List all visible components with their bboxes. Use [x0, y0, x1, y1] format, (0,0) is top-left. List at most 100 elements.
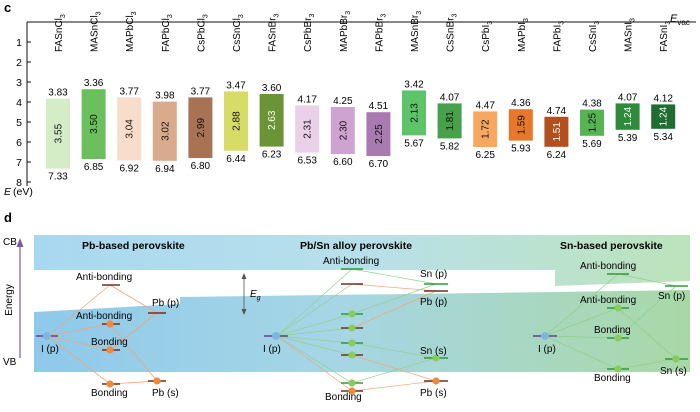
energy-arrow-head — [16, 238, 24, 247]
band-bar — [508, 109, 533, 141]
eg-arrow-down — [241, 309, 247, 315]
pb-electron-dot — [106, 380, 114, 388]
sn-s-label: Sn (s) — [660, 366, 687, 377]
alloy-electron-dot — [348, 310, 356, 318]
material-label: MASnBr3 — [410, 11, 423, 52]
alloy-pb-p-label: Pb (p) — [420, 297, 447, 308]
alloy-section-title: Pb/Sn alloy perovskite — [300, 240, 412, 252]
vbm-value-label: 6.44 — [226, 154, 246, 165]
y-tick-label: 2 — [16, 57, 22, 69]
y-tick-label: 4 — [16, 97, 22, 109]
material-label: CsPbI3 — [481, 21, 494, 52]
pb-bonding-label-2: Bonding — [91, 388, 128, 399]
material-label: CsSnI3 — [588, 21, 601, 52]
band-gap-label: 2.88 — [232, 111, 243, 131]
sn-i-p-label: I (p) — [538, 344, 556, 355]
band-bar — [295, 105, 320, 153]
cbm-value-label: 3.47 — [226, 80, 246, 91]
band-bar — [117, 97, 142, 161]
pb-connectors — [47, 284, 158, 385]
cbm-value-label: 4.07 — [440, 92, 460, 103]
y-tick-label: 1 — [16, 37, 22, 49]
sn-connectors — [544, 273, 677, 370]
sn-electron-dot — [672, 355, 680, 363]
material-label: FASnI3 — [659, 21, 672, 52]
sn-electron-dot — [614, 304, 622, 312]
pb-electron-dot — [106, 320, 114, 328]
y-tick-label: 3 — [16, 77, 22, 89]
material-label: MASnCl3 — [90, 11, 103, 52]
alloy-i-p-label: I (p) — [263, 344, 281, 355]
sn-section-title: Sn-based perovskite — [560, 240, 663, 252]
pb-anti-bonding-label-2: Anti-bonding — [76, 311, 132, 322]
alloy-anti-bonding-label: Anti-bonding — [323, 256, 379, 267]
alloy-bonding-label: Bonding — [325, 392, 362, 403]
material-label: CsSnCl3 — [232, 14, 245, 52]
alloy-electron-dot — [348, 379, 356, 387]
band-gap-label: 2.31 — [303, 119, 314, 139]
vbm-value-label: 6.92 — [119, 163, 139, 174]
band-bar — [330, 107, 355, 154]
vbm-value-label: 6.85 — [84, 162, 104, 173]
vbm-value-label: 6.24 — [547, 150, 567, 161]
band-bar — [580, 109, 604, 136]
alloy-electron-dot — [432, 377, 440, 385]
eg-arrow-up — [241, 273, 247, 279]
vbm-value-label: 5.69 — [582, 139, 602, 150]
sn-anti-bonding-label-2: Anti-bonding — [580, 295, 636, 306]
vbm-value-label: 5.93 — [511, 144, 531, 155]
cbm-value-label: 3.42 — [404, 79, 424, 90]
material-label: CsPbBr3 — [303, 14, 316, 52]
band-gap-label: 3.04 — [125, 119, 136, 139]
band-bar — [544, 116, 569, 147]
band-gap-label: 3.50 — [89, 114, 100, 134]
band-gap-label: 1.24 — [623, 106, 634, 126]
eg-label: Eg — [250, 289, 261, 302]
band-bar — [46, 98, 70, 169]
vbm-value-label: 6.60 — [333, 157, 353, 168]
band-bar — [366, 112, 391, 156]
band-bar — [224, 91, 248, 151]
vbm-value-label: 6.23 — [262, 150, 282, 161]
alloy-electron-dot — [348, 324, 356, 332]
pb-section-title: Pb-based perovskite — [82, 240, 185, 252]
material-label: FAPbI3 — [552, 21, 565, 52]
cbm-value-label: 4.36 — [511, 98, 531, 109]
cbm-value-label: 3.60 — [262, 83, 282, 94]
pb-section: Pb-based perovskite — [36, 240, 185, 399]
material-label: FAPbCl3 — [161, 14, 174, 52]
band-gap-label: 2.13 — [410, 103, 421, 123]
band-gap-label: 2.63 — [267, 110, 278, 130]
cbm-value-label: 4.51 — [369, 101, 389, 112]
alloy-section: Pb/Sn alloy perovskite — [263, 240, 448, 403]
y-tick-label: 6 — [16, 137, 22, 149]
alloy-connectors — [276, 268, 437, 392]
band-gap-label: 1.72 — [481, 119, 492, 139]
energy-axis-label: E (eV) — [4, 186, 33, 198]
band-gap-label: 1.81 — [445, 111, 456, 131]
band-gap-label: 1.59 — [516, 115, 527, 135]
band-bar — [81, 89, 106, 159]
y-tick-label: 5 — [16, 117, 22, 129]
band-bar — [473, 111, 498, 147]
band-gap-label: 3.55 — [54, 123, 65, 143]
vbm-value-label: 6.94 — [155, 164, 175, 175]
vbm-value-label: 6.80 — [191, 161, 211, 172]
alloy-electron-dot — [348, 339, 356, 347]
vbm-value-label: 5.34 — [653, 132, 673, 143]
pb-electron-dot — [106, 346, 114, 354]
vbm-value-label: 5.67 — [404, 138, 424, 149]
pb-p-label: Pb (p) — [152, 298, 179, 309]
material-label: FASnCl3 — [54, 14, 67, 52]
y-tick-label: 8 — [16, 177, 22, 189]
vbm-value-label: 5.39 — [618, 133, 638, 144]
band-bar — [259, 94, 284, 147]
alloy-i-p-dot — [272, 332, 280, 340]
band-gap-label: 1.25 — [588, 113, 599, 133]
pb-bonding-label: Bonding — [91, 337, 128, 348]
material-label: CsSnBr3 — [446, 14, 459, 52]
material-label: MAPbCl3 — [125, 11, 138, 52]
sn-i-p-dot — [541, 332, 549, 340]
alloy-electron-dot — [432, 354, 440, 362]
pb-i-p-label: I (p) — [41, 344, 59, 355]
